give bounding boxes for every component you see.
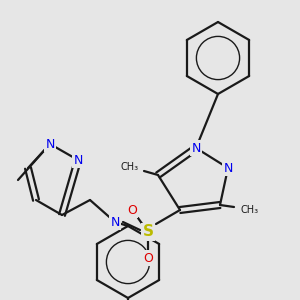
Text: N: N (191, 142, 201, 154)
Text: CH₃: CH₃ (241, 205, 259, 215)
Text: O: O (143, 251, 153, 265)
Text: O: O (127, 203, 137, 217)
Text: N: N (45, 137, 55, 151)
Text: N: N (223, 161, 233, 175)
Text: N: N (110, 215, 120, 229)
Text: CH₃: CH₃ (121, 162, 139, 172)
Text: N: N (73, 154, 83, 166)
Text: S: S (142, 224, 154, 239)
